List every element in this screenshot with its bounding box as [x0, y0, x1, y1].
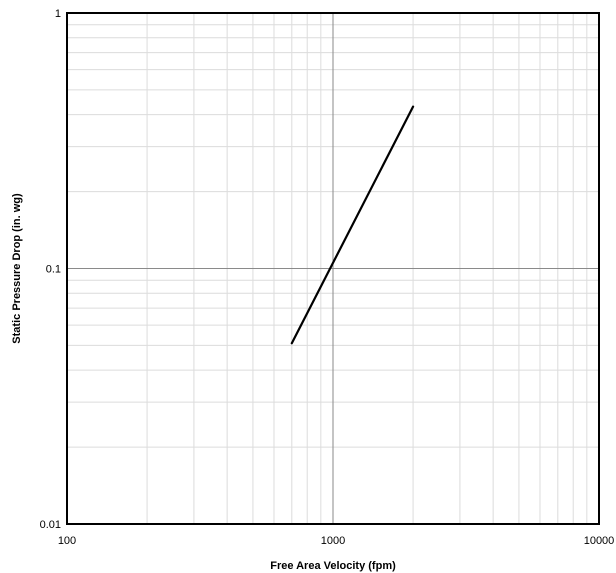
- x-tick-label: 100: [58, 535, 76, 547]
- series-line-0: [290, 105, 415, 345]
- y-tick-label: 0.1: [46, 264, 61, 276]
- major-grid: [67, 13, 599, 524]
- plot-frame: [66, 12, 600, 525]
- y-axis-title: Static Pressure Drop (in. wg): [11, 193, 23, 344]
- x-tick-label: 1000: [321, 535, 345, 547]
- x-tick-labels: 100 1000 10000: [58, 535, 614, 547]
- x-axis-title: Free Area Velocity (fpm): [270, 560, 396, 572]
- y-tick-labels: 0.01 0.1 1: [40, 8, 61, 531]
- series-layer: [290, 105, 415, 345]
- y-tick-label: 1: [55, 8, 61, 20]
- x-tick-label: 10000: [584, 535, 615, 547]
- y-tick-label: 0.01: [40, 519, 61, 531]
